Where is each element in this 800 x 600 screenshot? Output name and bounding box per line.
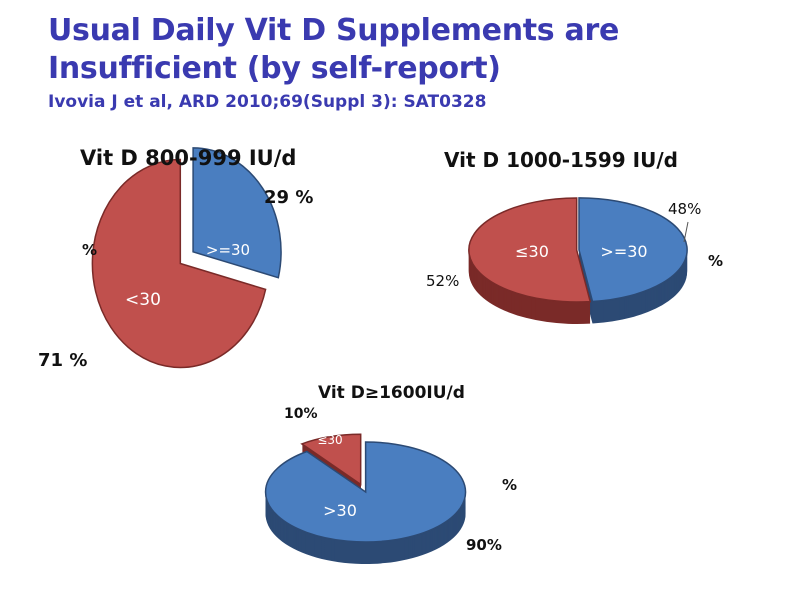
slide-title-line-1: Usual Daily Vit D Supplements are [48, 13, 619, 48]
pie-2-slice-1 [578, 197, 688, 303]
pie-1-slice-2 [91, 158, 267, 369]
slide-title-line-2: Insufficient (by self-report) [48, 51, 501, 86]
citation: Ivovia J et al, ARD 2010;69(Suppl 3): SA… [48, 92, 487, 112]
pie-3-slice-1-value-label: 90% [466, 536, 502, 554]
pie-1-slice-1-label: >=30 [206, 241, 250, 259]
pie-1-percent-label: % [82, 241, 97, 259]
pie-3-slice-2-label: ≤30 [317, 433, 342, 447]
pie-2-slice-1-value-label: 48% [668, 200, 701, 218]
pie-2-percent-label: % [708, 252, 723, 270]
pie-3-slice-2-value-label: 10% [284, 406, 318, 422]
slide-title: Usual Daily Vit D Supplements are Insuff… [48, 12, 619, 88]
pie-3-slice-2 [300, 433, 362, 486]
pie-2-slice-2-label: ≤30 [515, 242, 549, 261]
pie-1-slice-1-value-label: 29 % [264, 187, 313, 208]
pie-2-slice-2-value-label: 52% [426, 272, 459, 290]
pie-2-slice-2 [468, 197, 592, 303]
pie-2-slice-1-label: >=30 [600, 242, 647, 261]
pie-3-percent-label: % [502, 476, 517, 494]
pie-3-slice-1 [264, 441, 467, 543]
pie-1-slice-2-label: <30 [125, 290, 161, 310]
pie-3-slice-1-label: >30 [323, 501, 357, 520]
pie-3-title: Vit D≥1600IU/d [318, 383, 465, 403]
pie-2-title: Vit D 1000-1599 IU/d [444, 148, 678, 172]
pie-1-slice-2-value-label: 71 % [38, 350, 87, 371]
pie-1-title: Vit D 800-999 IU/d [80, 146, 296, 170]
pie-1-slice-1 [192, 147, 282, 279]
pie-2-leader-line [683, 221, 689, 243]
